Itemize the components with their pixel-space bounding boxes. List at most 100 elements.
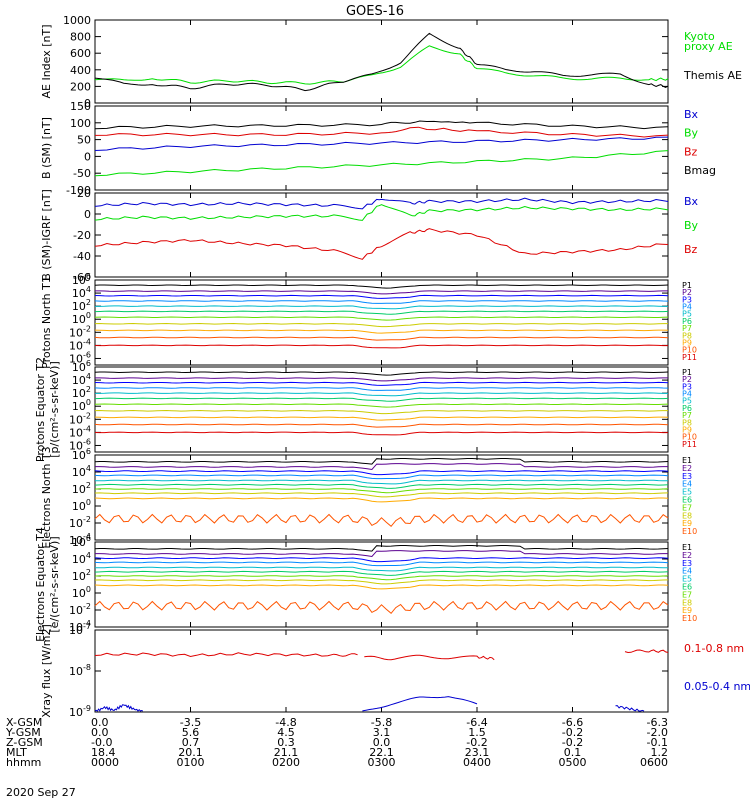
channel-line-p4 [94, 387, 669, 391]
ephemeris-value: 0.0 [373, 736, 391, 749]
legend-item: P1 [682, 281, 692, 290]
ephemeris-value: -0.2 [562, 726, 583, 739]
channel-line-e6 [94, 570, 669, 576]
y-axis-units: [e/(cm²-s-sr-keV)] [48, 536, 61, 632]
y-tick-exponent: 2 [86, 568, 91, 577]
y-axis-label: Protons North T1 [40, 276, 53, 369]
channel-line-e8 [94, 579, 669, 585]
legend-item: P10 [682, 433, 697, 442]
series-line-bx [94, 136, 669, 151]
legend-item: P5 [682, 310, 692, 319]
y-tick-label: 100 [72, 498, 91, 513]
legend-item: P2 [682, 375, 692, 384]
legend-item: E1 [682, 543, 692, 552]
channel-line-e2 [95, 463, 668, 471]
y-tick-label: 0 [84, 208, 91, 221]
y-tick-label: 106 [72, 534, 91, 549]
channel-line-e8 [94, 492, 669, 498]
y-tick-label: 150 [70, 100, 91, 113]
panel-frame [94, 192, 669, 278]
legend-item: P1 [682, 368, 692, 377]
y-tick-label: 100 [72, 585, 91, 600]
legend-item: P10 [682, 346, 697, 355]
legend-item: E8 [682, 598, 692, 607]
ephemeris-value: -0.1 [647, 736, 668, 749]
legend-item: By [684, 219, 699, 232]
series-line-0-1-0-8-nm [624, 649, 669, 654]
y-tick-exponent: -2 [83, 515, 91, 524]
channel-line-e3 [94, 557, 669, 563]
legend-item: P11 [682, 440, 697, 449]
series-line-0-05-0-4-nm [94, 704, 143, 712]
legend-item: P7 [682, 324, 692, 333]
ephemeris-value: 0.7 [182, 736, 200, 749]
y-tick-exponent: 0 [86, 311, 91, 320]
panel-8: 10-7 10-8 10-9 Xray flux [W/m2] 0.1-0.8 nm 0.… [40, 622, 750, 719]
channel-line-p6 [94, 310, 669, 315]
ephemeris-value: 0400 [463, 756, 491, 769]
legend-item: E3 [682, 472, 692, 481]
y-tick-label: 800 [70, 31, 91, 44]
y-tick-exponent: 4 [86, 285, 91, 294]
channel-line-e9 [94, 497, 669, 503]
y-axis-label: Electrons North T3 [40, 446, 53, 548]
y-tick-exponent: -2 [83, 602, 91, 611]
panel-frame [94, 105, 669, 191]
y-tick-label: 600 [70, 47, 91, 60]
legend-item: Bx [684, 108, 699, 121]
panel-1: 1000 800 600 400 200 0 AE Index [nT] Kyotoproxy… [40, 14, 742, 110]
y-tick-exponent: -2 [83, 411, 91, 420]
y-axis-label: Protons Equator T2 [34, 357, 47, 462]
y-tick-label: 104 [72, 551, 91, 566]
ephemeris-value: -0.2 [466, 736, 487, 749]
ephemeris-value: 0.0 [91, 716, 109, 729]
channel-line-p3 [94, 294, 669, 299]
legend-item: E9 [682, 519, 692, 528]
y-tick-exponent: 0 [86, 585, 91, 594]
y-tick-exponent: 6 [86, 272, 91, 281]
panel-3: 20 0 -20 -40 -60 B (SM)-IGRF [nT] Bx By Bz [40, 187, 699, 284]
channel-line-e6 [94, 483, 669, 489]
y-tick-label: 102 [72, 481, 91, 496]
channel-line-p11 [94, 431, 668, 436]
series-line-0-1-0-8-nm [364, 654, 495, 661]
ephemeris-value: 0.3 [277, 736, 295, 749]
panel-frame [94, 366, 669, 453]
legend-item: By [684, 127, 699, 140]
y-tick-exponent: -2 [83, 324, 91, 333]
y-tick-exponent: 6 [86, 534, 91, 543]
channel-line-p4 [94, 300, 669, 304]
y-axis-label: AE Index [nT] [40, 24, 53, 98]
panel-frame [94, 629, 669, 713]
y-tick-exponent: -6 [83, 350, 91, 359]
y-axis-label: B (SM)-IGRF [nT] [40, 189, 53, 281]
channel-line-p1 [94, 371, 669, 376]
legend-item: P8 [682, 331, 692, 340]
ephemeris-value: -2.0 [647, 726, 668, 739]
legend-item: Bz [684, 145, 698, 158]
ephemeris-value: 0000 [91, 756, 119, 769]
channel-line-p2 [95, 290, 668, 295]
ephemeris-row-label: X-GSM [6, 716, 42, 729]
channel-line-e5 [95, 479, 668, 485]
legend-item: P8 [682, 418, 692, 427]
channel-line-e3 [94, 470, 669, 476]
legend-item: 0.05-0.4 nm [684, 680, 750, 693]
y-tick-label: 1000 [63, 14, 91, 27]
ephemeris-row-label: Z-GSM [6, 736, 43, 749]
channel-line-e1 [94, 458, 669, 465]
legend-item: E2 [682, 551, 692, 560]
ephemeris-value: 0300 [368, 756, 396, 769]
series-line-bz [94, 126, 669, 138]
y-tick-label: 200 [70, 80, 91, 93]
legend-item: P4 [682, 303, 692, 312]
series-line-by [94, 204, 669, 221]
legend-item: P4 [682, 390, 692, 399]
channel-line-p9 [94, 416, 669, 421]
y-tick-exponent: -4 [83, 424, 91, 433]
channel-line-p1 [94, 284, 669, 289]
